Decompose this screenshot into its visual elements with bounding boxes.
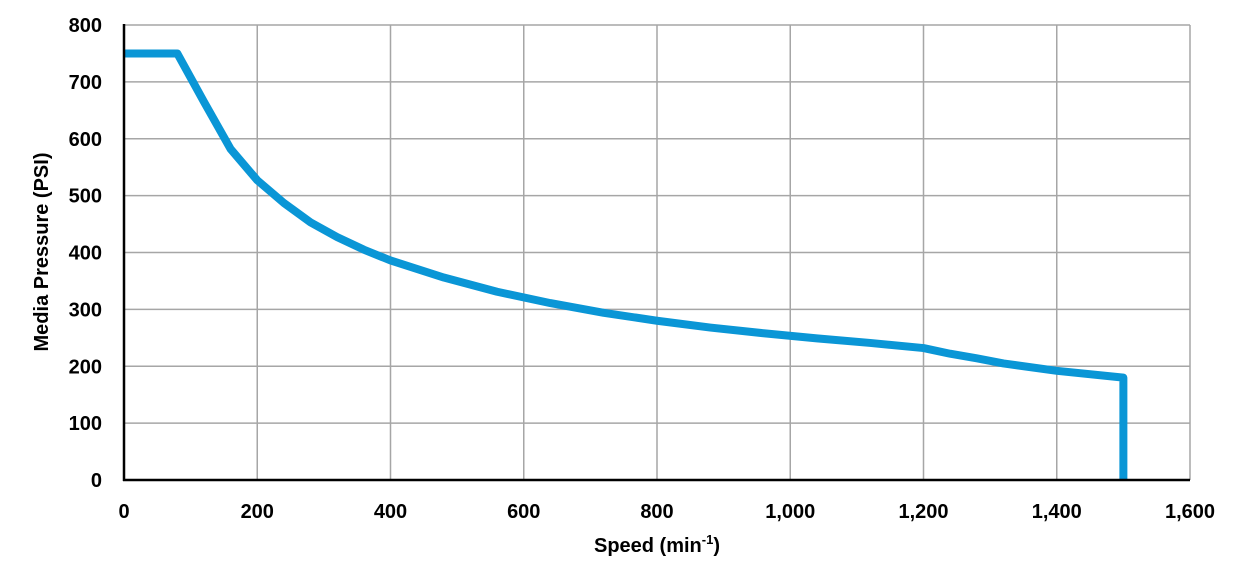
y-axis-title: Media Pressure (PSI) bbox=[31, 153, 53, 352]
y-tick-label: 200 bbox=[69, 356, 102, 378]
y-tick-label: 300 bbox=[69, 299, 102, 321]
series-layer bbox=[124, 49, 1128, 480]
y-tick-label: 600 bbox=[69, 129, 102, 151]
y-tick-label: 100 bbox=[69, 413, 102, 435]
x-tick-label: 800 bbox=[640, 501, 673, 523]
x-axis-title: Speed (min-1) bbox=[594, 532, 720, 557]
y-tick-label: 700 bbox=[69, 72, 102, 94]
x-tick-label: 200 bbox=[241, 501, 274, 523]
x-axis-title-suffix: ) bbox=[713, 535, 720, 557]
x-tick-label: 600 bbox=[507, 501, 540, 523]
x-tick-label: 1,200 bbox=[898, 501, 948, 523]
tick-layer: 0 100 200 300 400 500 600 700 800 0 200 400 600 800 1,… bbox=[69, 15, 1215, 523]
x-tick-label: 1,600 bbox=[1165, 501, 1215, 523]
y-tick-label: 0 bbox=[91, 470, 102, 492]
x-tick-label: 0 bbox=[118, 501, 129, 523]
axis-layer bbox=[122, 24, 1190, 482]
x-axis-title-main: Speed (min bbox=[594, 535, 702, 557]
x-axis-title-superscript: -1 bbox=[702, 532, 714, 547]
y-tick-label: 500 bbox=[69, 186, 102, 208]
x-tick-label: 1,000 bbox=[765, 501, 815, 523]
y-tick-label: 400 bbox=[69, 243, 102, 265]
x-tick-label: 1,400 bbox=[1032, 501, 1082, 523]
y-tick-label: 800 bbox=[69, 15, 102, 37]
grid-layer bbox=[124, 24, 1191, 480]
x-tick-label: 400 bbox=[374, 501, 407, 523]
series-line-0 bbox=[124, 49, 1128, 480]
